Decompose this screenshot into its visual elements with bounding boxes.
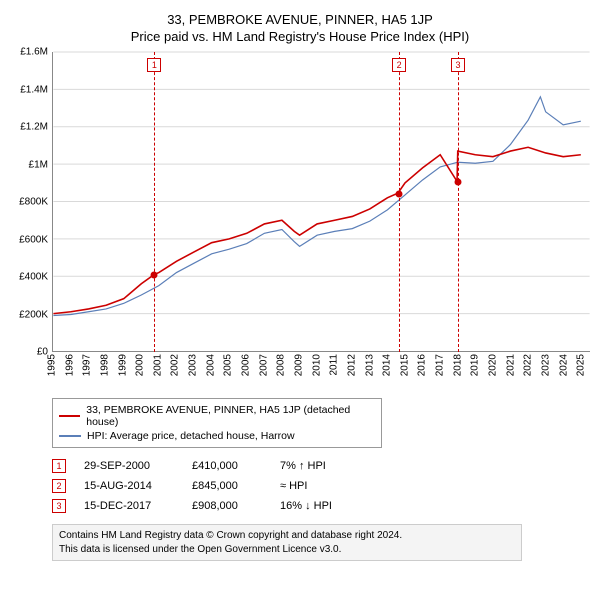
x-tick-label: 1995 <box>47 354 58 376</box>
x-tick-label: 1996 <box>64 354 75 376</box>
event-row: 2 15-AUG-2014 £845,000 ≈ HPI <box>52 476 590 496</box>
y-tick-label: £400K <box>19 272 48 283</box>
x-tick-label: 1998 <box>99 354 110 376</box>
marker-label: 2 <box>392 58 406 72</box>
marker-line <box>154 52 155 352</box>
event-date: 29-SEP-2000 <box>84 460 174 472</box>
event-row: 3 15-DEC-2017 £908,000 16% ↓ HPI <box>52 496 590 516</box>
events-table: 1 29-SEP-2000 £410,000 7% ↑ HPI 2 15-AUG-2014… <box>52 456 590 516</box>
y-tick-label: £1M <box>29 159 48 170</box>
event-note: 7% ↑ HPI <box>280 460 590 472</box>
x-tick-label: 2020 <box>487 354 498 376</box>
event-price: £908,000 <box>192 500 262 512</box>
x-tick-label: 2002 <box>170 354 181 376</box>
sale-point <box>396 190 403 197</box>
event-marker: 3 <box>52 499 66 513</box>
marker-label: 1 <box>147 58 161 72</box>
x-tick-label: 2001 <box>152 354 163 376</box>
legend-row: HPI: Average price, detached house, Harr… <box>59 429 375 443</box>
x-tick-label: 2021 <box>505 354 516 376</box>
x-tick-label: 2018 <box>452 354 463 376</box>
line-series-hpi <box>53 97 580 316</box>
y-axis: £0£200K£400K£600K£800K£1M£1.2M£1.4M£1.6M <box>10 52 52 352</box>
x-axis: 1995199619971998199920002001200220032004… <box>52 352 590 392</box>
x-tick-label: 2000 <box>135 354 146 376</box>
x-tick-label: 2007 <box>258 354 269 376</box>
y-tick-label: £1.6M <box>20 47 48 58</box>
page-subtitle: Price paid vs. HM Land Registry's House … <box>10 29 590 44</box>
event-marker: 2 <box>52 479 66 493</box>
legend-label: 33, PEMBROKE AVENUE, PINNER, HA5 1JP (de… <box>86 404 375 428</box>
y-tick-label: £1.2M <box>20 122 48 133</box>
x-tick-label: 2017 <box>435 354 446 376</box>
x-tick-label: 2003 <box>188 354 199 376</box>
event-note: ≈ HPI <box>280 480 590 492</box>
event-date: 15-DEC-2017 <box>84 500 174 512</box>
x-tick-label: 2008 <box>276 354 287 376</box>
event-marker: 1 <box>52 459 66 473</box>
x-tick-label: 2013 <box>364 354 375 376</box>
x-tick-label: 2006 <box>241 354 252 376</box>
x-tick-label: 2019 <box>470 354 481 376</box>
series-svg <box>53 52 590 351</box>
y-tick-label: £600K <box>19 234 48 245</box>
footer-line: This data is licensed under the Open Gov… <box>59 543 515 557</box>
x-tick-label: 1999 <box>117 354 128 376</box>
x-tick-label: 2012 <box>346 354 357 376</box>
x-tick-label: 2011 <box>329 354 340 376</box>
marker-line <box>399 52 400 352</box>
x-tick-label: 2025 <box>576 354 587 376</box>
sale-point <box>151 272 158 279</box>
line-series-property <box>53 147 580 313</box>
legend-swatch <box>59 435 81 437</box>
x-tick-label: 2004 <box>205 354 216 376</box>
x-tick-label: 2015 <box>399 354 410 376</box>
y-tick-label: £1.4M <box>20 84 48 95</box>
x-tick-label: 2023 <box>540 354 551 376</box>
plot-area: 1 2 3 <box>52 52 590 352</box>
x-tick-label: 2014 <box>382 354 393 376</box>
chart: £0£200K£400K£600K£800K£1M£1.2M£1.4M£1.6M… <box>10 52 590 392</box>
y-tick-label: £200K <box>19 309 48 320</box>
event-row: 1 29-SEP-2000 £410,000 7% ↑ HPI <box>52 456 590 476</box>
x-tick-label: 2010 <box>311 354 322 376</box>
page-title: 33, PEMBROKE AVENUE, PINNER, HA5 1JP <box>10 12 590 27</box>
sale-point <box>454 178 461 185</box>
footer: Contains HM Land Registry data © Crown c… <box>52 524 522 561</box>
x-tick-label: 2016 <box>417 354 428 376</box>
event-price: £845,000 <box>192 480 262 492</box>
x-tick-label: 2005 <box>223 354 234 376</box>
legend: 33, PEMBROKE AVENUE, PINNER, HA5 1JP (de… <box>52 398 382 448</box>
legend-label: HPI: Average price, detached house, Harr… <box>87 430 295 442</box>
marker-label: 3 <box>451 58 465 72</box>
legend-swatch <box>59 415 80 417</box>
y-tick-label: £800K <box>19 197 48 208</box>
event-note: 16% ↓ HPI <box>280 500 590 512</box>
x-tick-label: 2009 <box>293 354 304 376</box>
x-tick-label: 2024 <box>558 354 569 376</box>
footer-line: Contains HM Land Registry data © Crown c… <box>59 529 515 543</box>
event-price: £410,000 <box>192 460 262 472</box>
event-date: 15-AUG-2014 <box>84 480 174 492</box>
marker-line <box>458 52 459 352</box>
legend-row: 33, PEMBROKE AVENUE, PINNER, HA5 1JP (de… <box>59 403 375 429</box>
x-tick-label: 1997 <box>82 354 93 376</box>
x-tick-label: 2022 <box>523 354 534 376</box>
